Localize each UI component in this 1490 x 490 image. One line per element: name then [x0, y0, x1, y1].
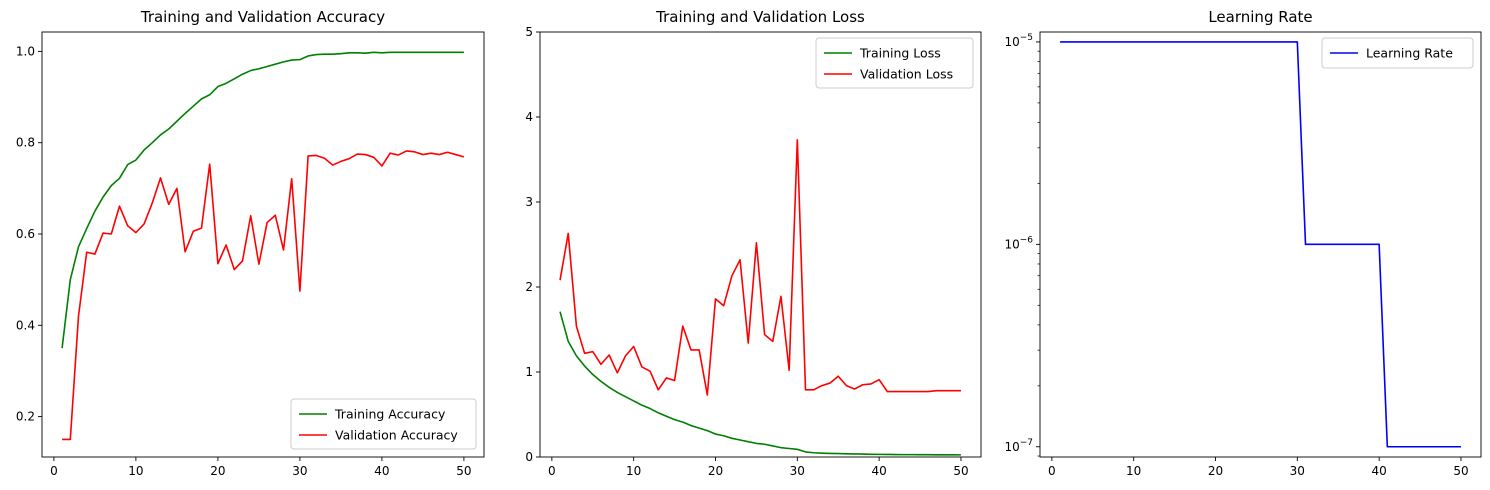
y-tick-label: 0.8 — [16, 136, 35, 150]
y-tick-label: 3 — [525, 195, 533, 209]
series-line-1 — [61, 51, 464, 349]
legend-label: Training Loss — [859, 46, 941, 61]
y-tick-label: 5 — [525, 25, 533, 39]
x-tick-label: 30 — [1290, 464, 1305, 478]
x-tick-label: 20 — [708, 464, 723, 478]
axes-frame — [41, 31, 485, 458]
x-tick-label: 40 — [871, 464, 886, 478]
chart-title: Training and Validation Loss — [655, 8, 865, 26]
series-line-1 — [559, 311, 961, 456]
legend-box — [815, 37, 974, 89]
chart-panel-3: Learning Rate 0 10 20 30 40 50 10−7 10−6 10−5 Lear… — [1004, 8, 1482, 478]
x-tick-label: 40 — [374, 464, 389, 478]
legend: Learning Rate — [1321, 37, 1474, 69]
y-tick-label: 0.2 — [16, 410, 35, 424]
y-tick-label: 10−5 — [1004, 33, 1033, 49]
y-tick-label: 0.6 — [16, 227, 35, 241]
x-tick-label: 20 — [210, 464, 225, 478]
legend-box — [1321, 37, 1474, 69]
legend-box — [290, 398, 477, 450]
y-tick-label: 2 — [525, 280, 533, 294]
x-tick-label: 0 — [1048, 464, 1056, 478]
y-tick-label: 1 — [525, 365, 533, 379]
legend: Training Loss Validation Loss — [815, 37, 974, 89]
axes-frame — [1039, 31, 1482, 458]
x-tick-label: 10 — [128, 464, 143, 478]
legend: Training Accuracy Validation Accuracy — [290, 398, 477, 450]
y-tick-label: 10−6 — [1004, 235, 1033, 251]
chart-panel-1: Training and Validation Accuracy 0 10 20 30 4… — [16, 8, 485, 478]
x-tick-label: 50 — [953, 464, 968, 478]
chart-title: Learning Rate — [1208, 8, 1312, 26]
legend-label: Validation Accuracy — [335, 428, 458, 443]
y-tick-label: 0.4 — [16, 318, 35, 332]
x-tick-label: 30 — [790, 464, 805, 478]
y-tick-label: 4 — [525, 110, 533, 124]
legend-label: Learning Rate — [1366, 46, 1453, 61]
x-tick-label: 50 — [1453, 464, 1468, 478]
x-tick-label: 20 — [1208, 464, 1223, 478]
x-tick-label: 10 — [626, 464, 641, 478]
series-line-1 — [1060, 41, 1461, 448]
series-line-2 — [559, 139, 961, 396]
x-tick-label: 30 — [292, 464, 307, 478]
legend-label: Training Accuracy — [334, 407, 446, 422]
x-tick-label: 0 — [548, 464, 556, 478]
chart-title: Training and Validation Accuracy — [140, 8, 385, 26]
x-tick-label: 10 — [1126, 464, 1141, 478]
x-tick-label: 50 — [456, 464, 471, 478]
y-tick-label: 0 — [525, 450, 533, 464]
series-line-2 — [62, 150, 465, 441]
legend-label: Validation Loss — [860, 67, 953, 82]
y-tick-label: 10−7 — [1004, 438, 1033, 454]
x-tick-label: 0 — [50, 464, 58, 478]
y-tick-label: 1.0 — [16, 44, 35, 58]
axes-frame — [539, 31, 982, 458]
x-tick-label: 40 — [1371, 464, 1386, 478]
chart-panel-2: Training and Validation Loss 0 10 20 30 40 50 0… — [525, 8, 982, 478]
